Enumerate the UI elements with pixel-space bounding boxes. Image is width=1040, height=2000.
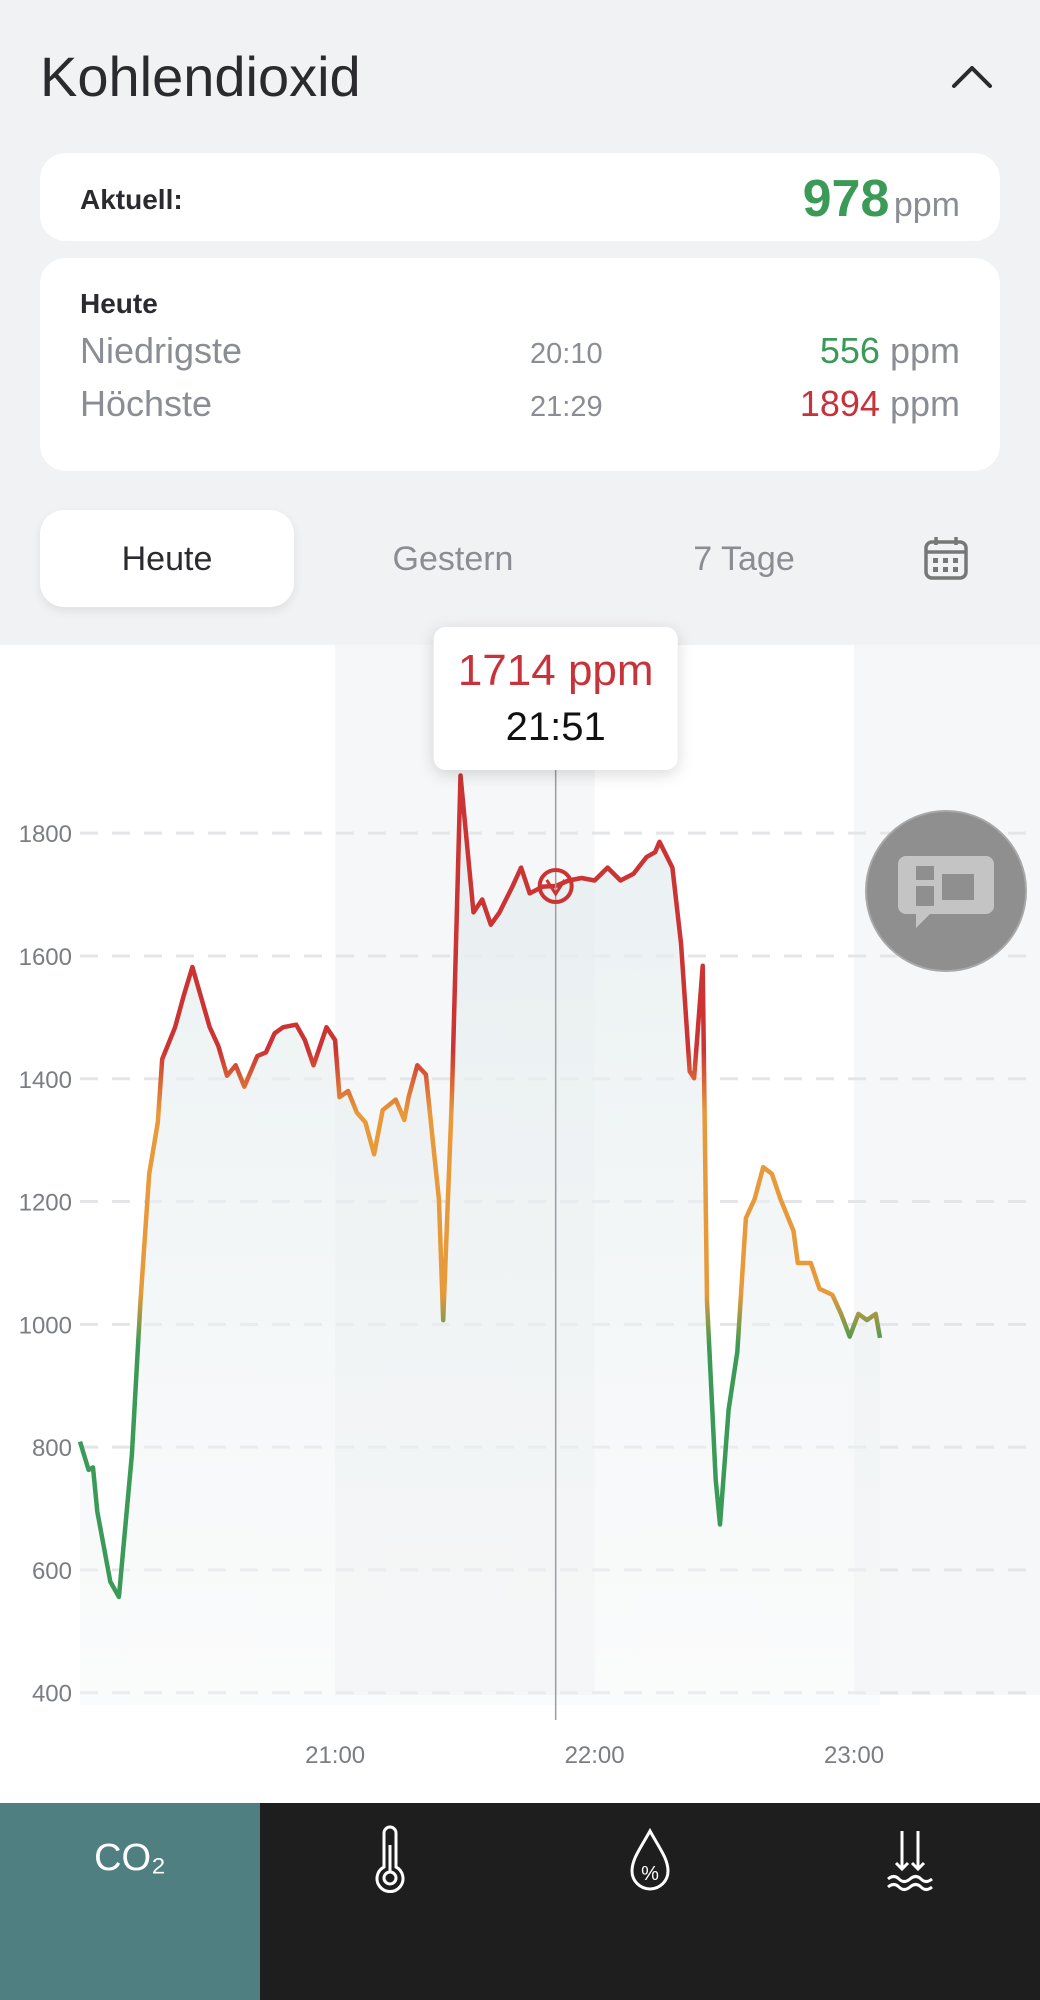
high-time: 21:29 (530, 391, 603, 423)
calendar-icon (924, 540, 968, 580)
chevron-icon (952, 66, 992, 88)
calendar-button[interactable] (922, 534, 970, 582)
selected-point-icon (545, 879, 566, 897)
tab-active[interactable] (40, 510, 294, 607)
tab-label[interactable]: Gestern (392, 540, 514, 578)
chart: 400 600 800 1000 1200 1400 1600 1800 21:00 22:00 2… (0, 627, 1040, 1803)
tooltip-value: 1714 ppm (458, 646, 654, 695)
area-fill (80, 775, 880, 1705)
nav-pressure[interactable] (886, 1825, 934, 1897)
high-value: 1894 (799, 383, 880, 424)
low-value: 556 (819, 330, 880, 371)
tab-label[interactable]: Heute (121, 540, 213, 578)
unit: ppm (889, 330, 960, 371)
tooltip-time: 21:51 (506, 705, 606, 749)
y-tick-label: 600 (32, 1558, 72, 1585)
y-tick-label: 1800 (19, 821, 72, 848)
current-reading: 978 ppm (803, 169, 960, 229)
y-tick-label: 1400 (19, 1067, 72, 1094)
tooltip-number: 1714 (458, 646, 556, 695)
unit: ppm (893, 186, 960, 224)
y-tick-label: 1000 (19, 1312, 72, 1339)
feedback-button[interactable] (865, 810, 1027, 972)
bottom-nav: CO₂ % (0, 1803, 1040, 2000)
current-card: Aktuell: 978 ppm (40, 153, 1000, 241)
current-value: 978 (802, 170, 890, 228)
tooltip-box (433, 627, 678, 770)
unit: ppm (889, 383, 960, 424)
low-reading: 556 ppm (820, 330, 960, 372)
tooltip-unit: ppm (568, 646, 654, 695)
y-tick-label: 800 (32, 1435, 72, 1462)
y-tick-label: 1600 (19, 944, 72, 971)
y-tick-label: 400 (32, 1681, 72, 1708)
nav-humidity[interactable]: % (626, 1825, 674, 1897)
low-label: Niedrigste (80, 330, 243, 371)
today-card: Heute Niedrigste 20:10 556 ppm Höchste 2… (40, 258, 1000, 471)
hour-band (854, 645, 1040, 1695)
tooltip-space (556, 646, 568, 695)
collapse-button[interactable] (950, 62, 994, 90)
feedback-icon (916, 886, 934, 906)
nav-temperature[interactable] (366, 1825, 414, 1897)
page-title: Kohlendioxid (40, 45, 361, 108)
y-tick-label: 1200 (19, 1190, 72, 1217)
low-time: 20:10 (530, 338, 603, 370)
x-tick-label: 23:00 (824, 1742, 884, 1769)
x-tick-label: 22:00 (565, 1742, 625, 1769)
today-title: Heute (80, 288, 158, 319)
current-label: Aktuell: (80, 184, 183, 215)
high-reading: 1894 ppm (800, 383, 960, 425)
nav-label: CO₂ (94, 1837, 166, 1879)
selected-point (537, 867, 574, 904)
feedback-icon (916, 866, 934, 880)
svg-text:%: % (641, 1863, 659, 1885)
line (77, 773, 883, 1600)
nav-co2[interactable]: CO₂ (0, 1803, 260, 2000)
x-tick-label: 21:00 (305, 1742, 365, 1769)
high-label: Höchste (80, 383, 213, 424)
tab-label[interactable]: 7 Tage (693, 540, 795, 578)
calendar-icon (933, 558, 958, 572)
feedback-icon (942, 874, 974, 900)
